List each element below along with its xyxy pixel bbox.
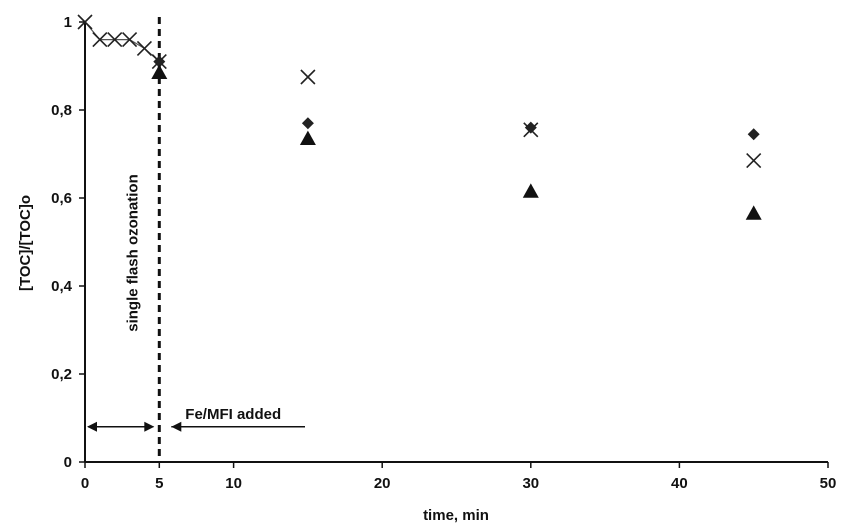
axes bbox=[84, 22, 828, 463]
data-point-triangle bbox=[745, 205, 762, 220]
y-tick-label: 0,4 bbox=[51, 278, 73, 295]
single-flash-ozonation-label: single flash ozonation bbox=[124, 174, 141, 332]
x-tick-label: 5 bbox=[155, 475, 163, 492]
series-cross-line bbox=[84, 21, 160, 63]
series-layer bbox=[77, 14, 762, 220]
y-tick-label: 0 bbox=[64, 454, 72, 471]
x-tick-label: 40 bbox=[671, 475, 688, 492]
data-point-cross bbox=[300, 69, 316, 85]
data-point-triangle bbox=[299, 130, 316, 145]
data-point-cross bbox=[77, 14, 93, 30]
fe-mfi-arrowhead bbox=[171, 421, 182, 432]
data-point-cross bbox=[746, 153, 762, 169]
y-tick-label: 1 bbox=[64, 14, 72, 31]
data-point-cross bbox=[136, 40, 153, 56]
data-point-diamond bbox=[747, 128, 760, 141]
y-tick-label: 0,6 bbox=[51, 190, 72, 207]
y-axis-label: [TOC]/[TOC]o bbox=[17, 195, 34, 291]
x-tick-label: 50 bbox=[820, 475, 837, 492]
data-point-diamond bbox=[153, 55, 166, 68]
y-tick-label: 0,8 bbox=[51, 102, 72, 119]
data-point-diamond bbox=[524, 121, 537, 134]
data-point-cross bbox=[107, 32, 123, 48]
fe-mfi-added-label: Fe/MFI added bbox=[185, 406, 281, 423]
series-diamond bbox=[153, 55, 760, 141]
x-axis-label: time, min bbox=[423, 507, 489, 524]
x-tick-label: 0 bbox=[81, 475, 89, 492]
arrowhead-left bbox=[87, 421, 97, 432]
x-tick-label: 20 bbox=[374, 475, 391, 492]
data-point-cross bbox=[92, 32, 108, 48]
data-point-diamond bbox=[301, 117, 314, 130]
data-point-triangle bbox=[522, 183, 539, 198]
x-ticks: 0 5 10 20 30 40 50 bbox=[81, 462, 837, 492]
data-point-cross bbox=[122, 32, 138, 48]
arrowhead-right bbox=[144, 421, 155, 432]
y-tick-label: 0,2 bbox=[51, 366, 72, 383]
x-tick-label: 30 bbox=[522, 475, 539, 492]
series-cross bbox=[77, 14, 762, 169]
series-triangle bbox=[151, 64, 762, 220]
data-point-triangle bbox=[151, 64, 168, 79]
annotations: single flash ozonation Fe/MFI added bbox=[87, 17, 305, 462]
x-tick-label: 10 bbox=[225, 475, 242, 492]
y-ticks: 0 0,2 0,4 0,6 0,8 1 bbox=[51, 14, 85, 471]
